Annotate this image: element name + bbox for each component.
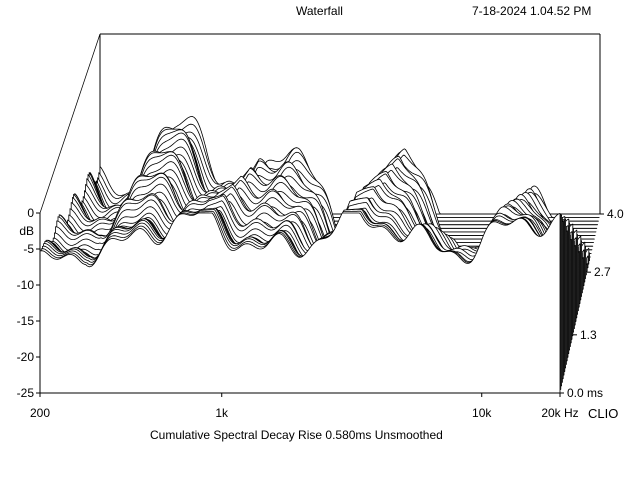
caption: Cumulative Spectral Decay Rise 0.580ms U… [150, 428, 443, 442]
z-tick-label: 1.3 [580, 328, 597, 342]
decay-slice [39, 212, 561, 394]
side-top-edge [39, 33, 101, 214]
y-tick-label: -10 [17, 278, 35, 292]
y-tick-label: -5 [23, 242, 34, 256]
x-tick-label: 20k Hz [541, 406, 578, 420]
y-tick-label: -25 [17, 386, 35, 400]
brand-label: CLIO [588, 406, 619, 421]
z-tick-label: 0.0 ms [567, 386, 603, 400]
y-tick-label: -15 [17, 314, 35, 328]
timestamp: 7-18-2024 1.04.52 PM [472, 4, 592, 18]
decay-slices [39, 116, 601, 394]
x-tick-label: 200 [30, 406, 50, 420]
chart-title: Waterfall [296, 4, 343, 18]
y-tick-label: 0 [27, 206, 34, 220]
x-tick-label: 10k [472, 406, 492, 420]
y-axis-label: dB [19, 224, 34, 238]
y-tick-label: -20 [17, 350, 35, 364]
z-tick-label: 4.0 [607, 207, 624, 221]
axes: 200 1k 10k 20k Hz 0 -5 -10 -15 -20 -25 dB 0.0 ms 1.3… [17, 206, 624, 420]
x-tick-label: 1k [215, 406, 229, 420]
z-tick-label: 2.7 [594, 265, 611, 279]
